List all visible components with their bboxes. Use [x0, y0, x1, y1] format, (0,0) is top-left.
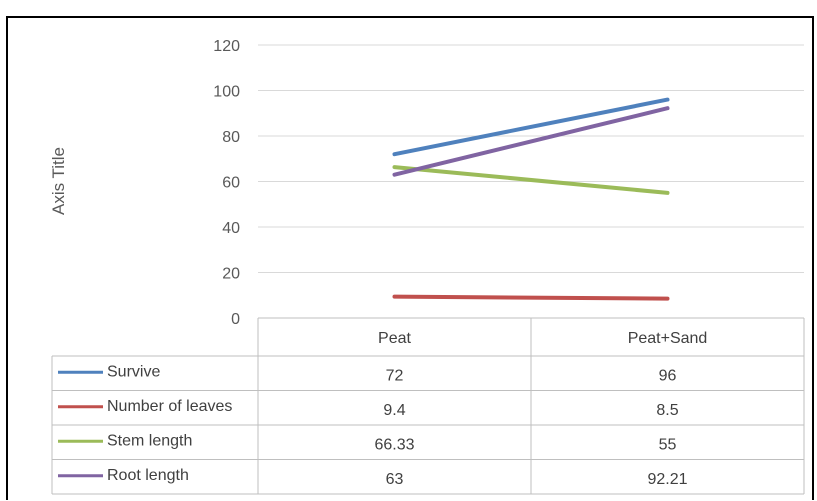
data-value-cell: 9.4: [383, 402, 405, 419]
series-line-survive: [392, 97, 670, 157]
chart-frame: [6, 16, 814, 500]
legend-label: Stem length: [107, 432, 192, 449]
data-value-cell: 66.33: [374, 436, 414, 453]
data-value-cell: 55: [659, 436, 677, 453]
gridlines: [258, 44, 804, 273]
series-line-number-of-leaves: [392, 294, 670, 301]
series-line-stem-length: [392, 165, 670, 195]
legend-label: Survive: [107, 363, 160, 380]
legend-label: Root length: [107, 467, 189, 484]
y-tick-label: 0: [231, 311, 240, 328]
y-axis-ticks: 0 20 40 60 80 100 120: [213, 38, 240, 328]
x-category-label: Peat+Sand: [628, 330, 708, 347]
series-lines: [392, 97, 670, 301]
data-value-cell: 72: [386, 367, 404, 384]
data-value-cell: 96: [659, 367, 677, 384]
y-axis-title: Axis Title: [49, 147, 68, 215]
x-category-label: Peat: [378, 330, 411, 347]
y-tick-label: 80: [222, 129, 240, 146]
series-line-root-length: [392, 106, 670, 177]
y-tick-label: 60: [222, 175, 240, 192]
data-value-cell: 63: [386, 471, 404, 488]
legend-label: Number of leaves: [107, 398, 232, 415]
y-tick-label: 120: [213, 38, 240, 55]
data-value-cell: 8.5: [656, 402, 678, 419]
y-tick-label: 20: [222, 266, 240, 283]
y-tick-label: 100: [213, 84, 240, 101]
data-table: Peat Peat+Sand Survive 72 96 Number of leaves…: [51, 317, 805, 495]
y-tick-label: 40: [222, 220, 240, 237]
data-value-cell: 92.21: [647, 471, 687, 488]
